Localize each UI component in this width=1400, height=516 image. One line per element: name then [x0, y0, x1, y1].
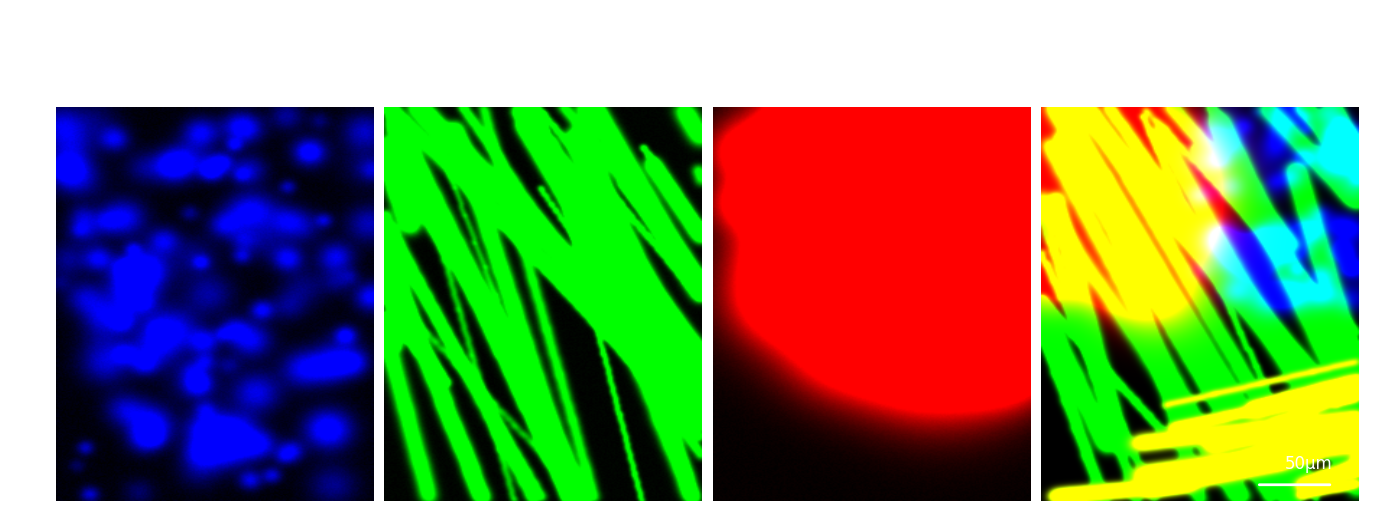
Text: Merge: Merge: [1155, 54, 1245, 78]
Text: Nestin: Nestin: [497, 54, 588, 78]
Text: 50μm: 50μm: [1285, 455, 1333, 473]
Text: td-Tomato: td-Tomato: [801, 54, 941, 78]
Text: DAPI: DAPI: [181, 54, 248, 78]
